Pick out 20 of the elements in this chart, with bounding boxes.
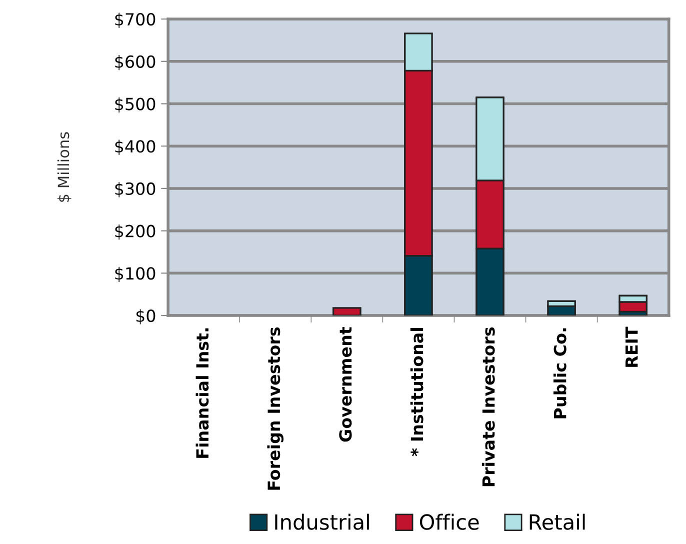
- y-axis-title: $ Millions: [57, 132, 72, 202]
- x-tick-label: Public Co.: [553, 328, 566, 418]
- x-tick-label: Government: [339, 327, 352, 442]
- x-tick-label: REIT: [626, 326, 638, 367]
- legend-label: Office: [420, 514, 479, 530]
- x-tick-label: Financial Inst.: [196, 328, 209, 458]
- y-tick-label: $300: [115, 182, 156, 198]
- x-tick-label: * Institutional: [410, 328, 424, 456]
- x-tick-label: Foreign Investors: [267, 327, 284, 490]
- legend-label: Industrial: [275, 514, 369, 530]
- y-tick-label: $0: [136, 309, 156, 324]
- legend-label: Retail: [530, 514, 585, 530]
- y-tick-label: $100: [115, 266, 156, 282]
- y-tick-label: $500: [115, 97, 156, 113]
- bar: [332, 307, 362, 316]
- y-tick-label: $700: [115, 12, 156, 28]
- y-tick-label: $200: [115, 224, 156, 240]
- x-tick-label: Private Investors: [482, 327, 495, 486]
- y-tick-label: $600: [115, 55, 156, 70]
- y-tick-label: $400: [115, 140, 156, 155]
